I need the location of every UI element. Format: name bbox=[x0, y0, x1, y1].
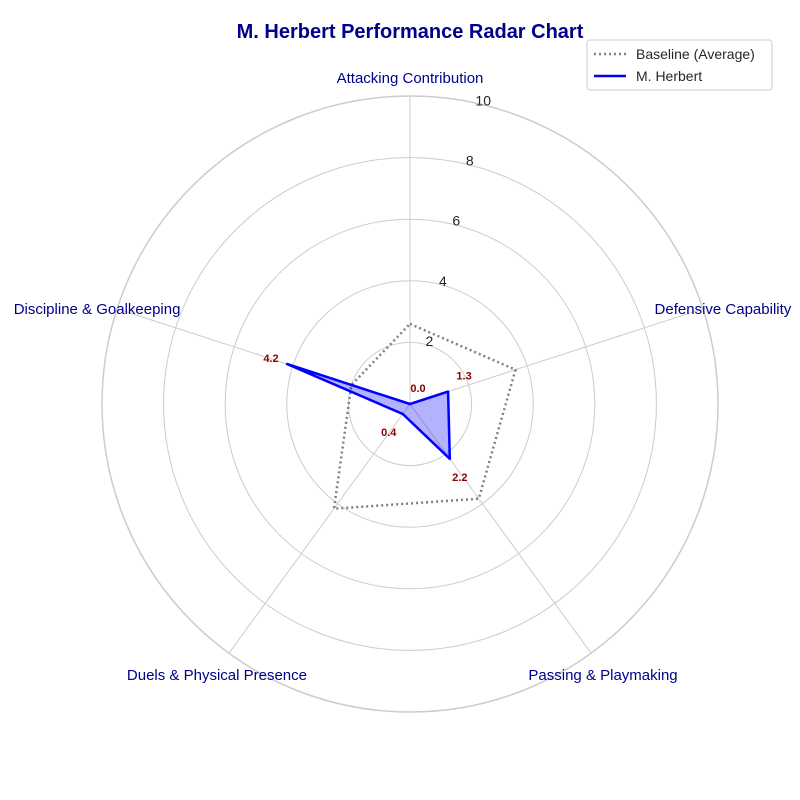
chart-title: M. Herbert Performance Radar Chart bbox=[237, 21, 584, 43]
radial-tick-label: 6 bbox=[452, 213, 460, 229]
herbert-series-line bbox=[285, 362, 452, 461]
data-label: 2.2 bbox=[452, 472, 467, 484]
legend-entry-label: Baseline (Average) bbox=[636, 46, 755, 62]
axis-label: Duels & Physical Presence bbox=[127, 667, 307, 684]
radial-tick-label: 2 bbox=[426, 333, 434, 349]
axis-label: Discipline & Goalkeeping bbox=[14, 301, 181, 318]
radial-tick-label: 4 bbox=[439, 273, 447, 289]
series-fill bbox=[287, 364, 450, 459]
axis-spoke-3 bbox=[228, 403, 411, 654]
axis-spoke-1 bbox=[409, 308, 704, 405]
data-label: 0.4 bbox=[381, 427, 397, 439]
radar-series bbox=[285, 322, 517, 510]
radar-labels: 2 4 6 8 10 Attacking Contribution Defensive Ca… bbox=[14, 70, 792, 684]
radial-tick-label: 10 bbox=[475, 92, 491, 108]
axis-label: Attacking Contribution bbox=[337, 70, 484, 87]
axis-label: Passing & Playmaking bbox=[528, 667, 677, 684]
data-label: 0.0 bbox=[410, 383, 425, 395]
legend-box bbox=[586, 39, 773, 91]
baseline-series-line bbox=[332, 322, 517, 510]
axis-label: Defensive Capability bbox=[655, 301, 792, 318]
data-label: 1.3 bbox=[456, 371, 471, 383]
legend-entry-label: M. Herbert bbox=[636, 68, 702, 84]
data-label: 4.2 bbox=[263, 353, 278, 365]
radar-grid bbox=[101, 95, 719, 713]
radial-tick-label: 8 bbox=[466, 153, 474, 169]
chart-legend: Baseline (Average) M. Herbert bbox=[586, 39, 773, 91]
axis-spoke-2 bbox=[409, 403, 592, 654]
